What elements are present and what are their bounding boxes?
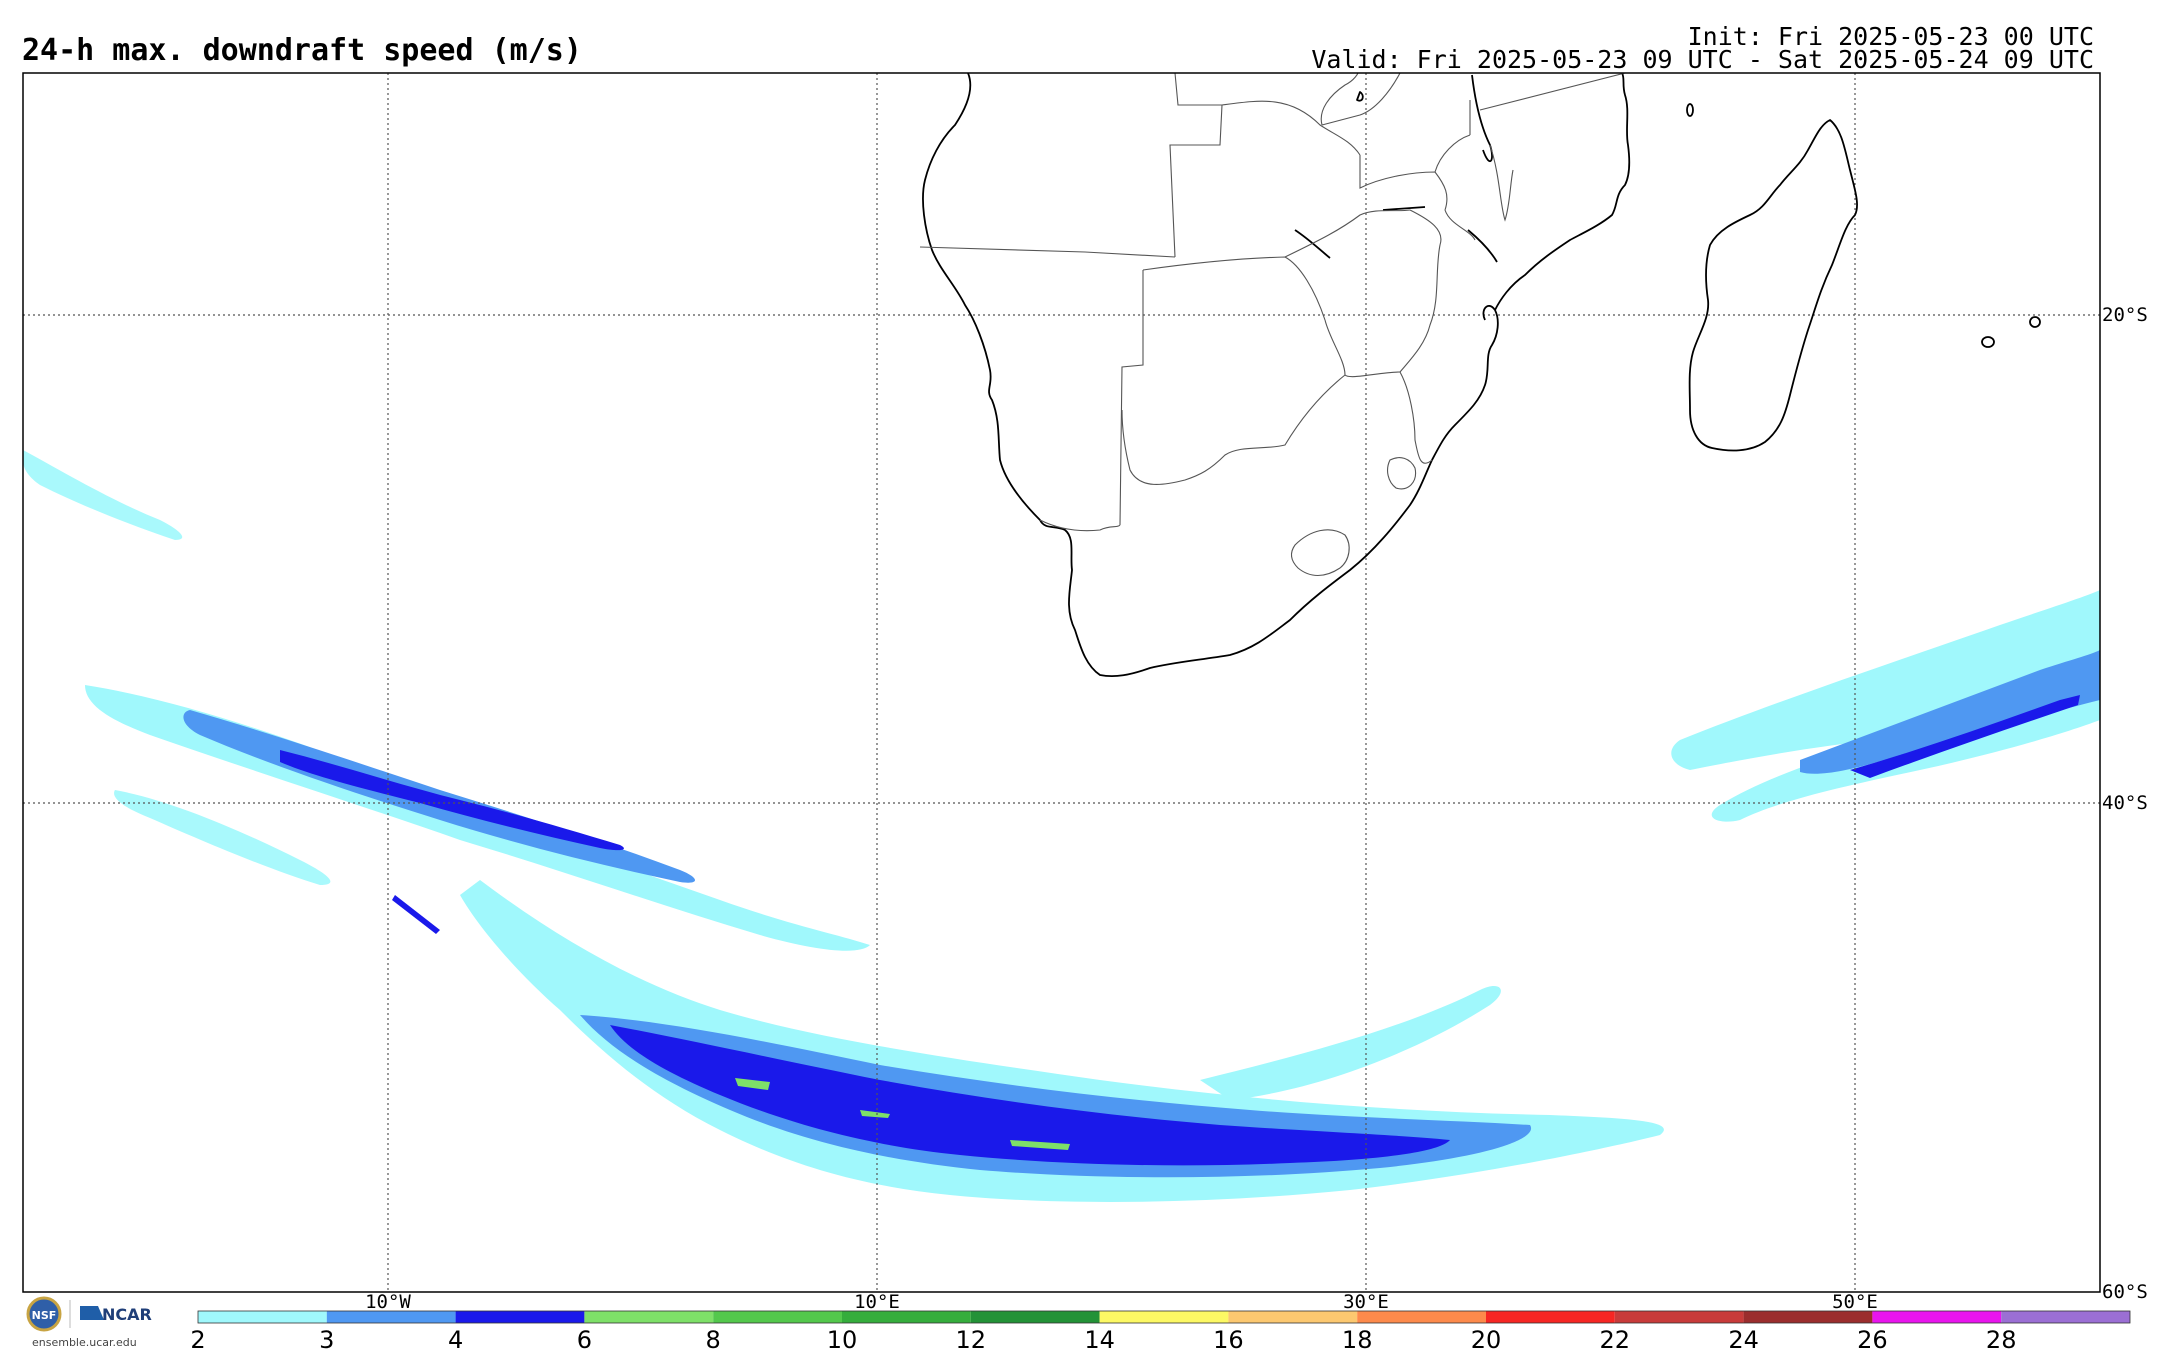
colorbar-swatch — [584, 1311, 714, 1323]
border-mozambique-north — [1489, 144, 1514, 222]
border-namibia-botswana — [1119, 270, 1144, 526]
ncar-logo-text: NCAR — [102, 1305, 152, 1324]
border-zambia-malawi — [1359, 155, 1448, 211]
colorbar-swatch — [1099, 1311, 1229, 1323]
colorbar-tick-label: 2 — [190, 1326, 205, 1354]
lake-bangweulu — [1382, 206, 1426, 211]
colorbar-tick-label: 6 — [577, 1326, 592, 1354]
colorbar-swatch — [713, 1311, 842, 1323]
lon-label-10e: 10°E — [854, 1291, 900, 1313]
border-zambia-angola — [1169, 73, 1223, 258]
graticule — [23, 73, 2100, 1292]
band-level-6-cell-1 — [735, 1078, 770, 1090]
downdraft-shading — [23, 450, 2100, 1202]
map-frame — [22, 72, 2101, 1293]
border-zambia-dr-congo — [1221, 100, 1361, 156]
band-level-3-east — [1800, 650, 2100, 774]
border-mozambique-southafrica — [1399, 371, 1433, 464]
colorbar-swatch — [455, 1311, 585, 1323]
colorbar-swatch — [326, 1311, 456, 1323]
country-borders — [919, 73, 1626, 577]
band-level-4-west — [280, 750, 624, 851]
colorbar-swatch — [1357, 1311, 1486, 1323]
band-level-6-cell-2 — [1010, 1140, 1070, 1150]
colorbar-tick-label: 26 — [1857, 1326, 1888, 1354]
border-tanzania — [1321, 73, 1626, 135]
colorbar-swatch — [1614, 1311, 1744, 1323]
colorbar-frame — [197, 1310, 2131, 1324]
colorbar-tick-label: 20 — [1471, 1326, 1502, 1354]
colorbar-tick-label: 22 — [1600, 1326, 1631, 1354]
colorbar-tick-label: 24 — [1728, 1326, 1759, 1354]
band-level-2-east — [1671, 590, 2100, 822]
border-zambia-zimbabwe — [1284, 209, 1411, 258]
colorbar-tick-label: 12 — [956, 1326, 987, 1354]
coastlines — [922, 73, 2041, 678]
colorbar-swatch — [1872, 1311, 2002, 1323]
band-level-2-wisps-nw — [23, 450, 183, 540]
colorbar-swatch — [2001, 1311, 2130, 1323]
colorbar-swatch — [1486, 1311, 1615, 1323]
init-time: Init: Fri 2025-05-23 00 UTC — [1688, 22, 2094, 51]
colorbar: 2 3 4 6 8 10 12 14 16 18 20 22 24 26 28 — [190, 1310, 2131, 1354]
border-botswana-southafrica — [1121, 374, 1346, 486]
colorbar-tick-label: 8 — [706, 1326, 721, 1354]
axis-labels: 20°S 40°S 60°S 10°W 10°E 30°E 50°E — [365, 304, 2148, 1313]
chart-title: 24-h max. downdraft speed (m/s) — [22, 33, 582, 68]
colorbar-tick-label: 16 — [1213, 1326, 1244, 1354]
lon-label-30e: 30°E — [1343, 1291, 1389, 1313]
nsf-logo-text: NSF — [32, 1309, 57, 1322]
colorbar-swatch — [1743, 1311, 1873, 1323]
map-panel: 20°S 40°S 60°S 10°W 10°E 30°E 50°E — [22, 72, 2148, 1313]
comoros-island — [1686, 103, 1694, 117]
lake-kariba — [1294, 229, 1331, 259]
band-level-4-streak-w — [392, 895, 440, 934]
colorbar-tick-label: 3 — [319, 1326, 334, 1354]
band-level-2-north-wisps — [1200, 985, 1501, 1100]
border-angola-namibia — [919, 246, 1176, 258]
border-caprivi — [1142, 256, 1326, 321]
colorbar-swatch — [842, 1311, 971, 1323]
madagascar-coastline — [1688, 119, 1858, 452]
lon-label-50e: 50°E — [1832, 1291, 1878, 1313]
nsf-logo-icon: NSF — [26, 1296, 62, 1332]
lake-malawi — [1471, 74, 1493, 163]
border-zimbabwe-mozambique — [1399, 209, 1442, 373]
africa-coastline — [922, 73, 1631, 678]
band-level-6-cell-3 — [860, 1110, 890, 1118]
lon-label-10w: 10°W — [365, 1291, 411, 1313]
border-namibia-southafrica — [1039, 519, 1121, 532]
colorbar-swatch — [1228, 1311, 1358, 1323]
band-level-4-south — [610, 1025, 1450, 1166]
colorbar-tick-label: 14 — [1084, 1326, 1115, 1354]
colorbar-tick-label: 28 — [1986, 1326, 2017, 1354]
lat-label-20s: 20°S — [2102, 304, 2148, 326]
lesotho-border — [1291, 529, 1350, 577]
lake-tanganyika — [1356, 91, 1364, 102]
site-url: ensemble.ucar.edu — [32, 1336, 137, 1349]
band-level-4-east — [1850, 695, 2080, 778]
band-level-2-wisps-w — [114, 790, 331, 885]
mauritius-island — [1981, 336, 1995, 348]
logo-area: NSF NCAR ensemble.ucar.edu — [26, 1296, 152, 1349]
lake-mweru — [1467, 229, 1498, 263]
ncar-logo-icon: NCAR — [80, 1305, 152, 1324]
lat-label-60s: 60°S — [2102, 1281, 2148, 1303]
reunion-island — [2029, 316, 2041, 328]
border-malawi-mozambique — [1434, 134, 1476, 241]
colorbar-tick-label: 4 — [448, 1326, 463, 1354]
colorbar-swatch — [970, 1311, 1100, 1323]
border-zambia-north — [1320, 73, 1359, 126]
valid-time: Valid: Fri 2025-05-23 09 UTC - Sat 2025-… — [1311, 45, 2094, 74]
lat-label-40s: 40°S — [2102, 792, 2148, 814]
colorbar-tick-label: 10 — [827, 1326, 858, 1354]
colorbar-tick-label: 18 — [1342, 1326, 1373, 1354]
eswatini-border — [1387, 457, 1417, 490]
colorbar-swatch — [198, 1311, 327, 1323]
